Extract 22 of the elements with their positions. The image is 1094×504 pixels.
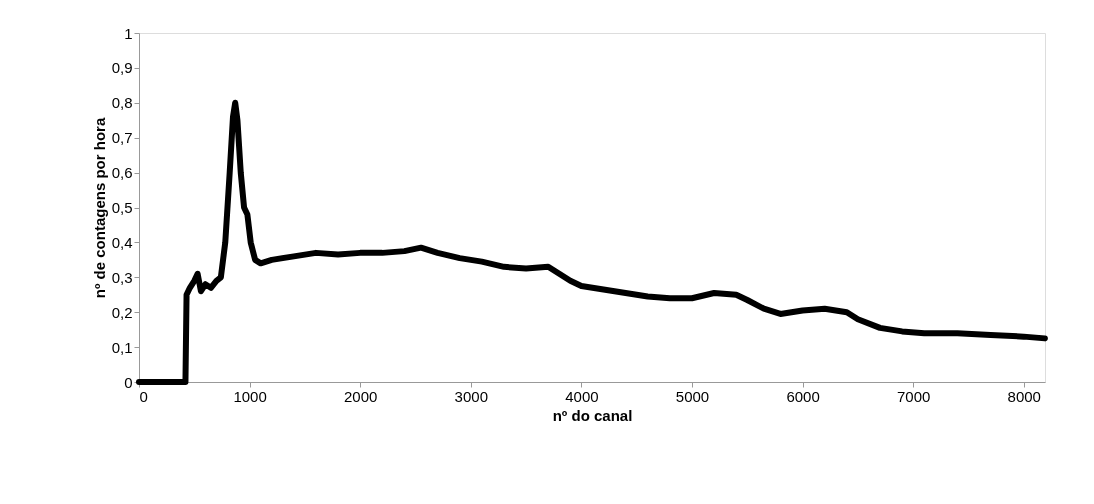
y-tick-label: 0,5	[111, 199, 133, 216]
y-tick-label: 1	[124, 24, 133, 42]
y-tick-label: 0,7	[111, 129, 133, 147]
x-tick-label: 5000	[675, 387, 710, 405]
x-axis-title: nº do canal	[552, 406, 633, 424]
x-tick-label: 8000	[1007, 387, 1041, 405]
y-axis-title: nº de contagens por hora	[90, 117, 108, 299]
x-tick-label: 2000	[344, 387, 378, 405]
y-tick-label: 0,9	[111, 59, 133, 77]
x-tick-label: 4000	[565, 387, 599, 405]
y-tick-label: 0	[124, 373, 133, 391]
x-tick-label: 0	[139, 387, 148, 405]
x-tick-label: 1000	[233, 387, 267, 405]
x-tick-label: 7000	[896, 387, 931, 405]
y-tick-label: 0,1	[111, 338, 133, 356]
x-tick-label: 6000	[786, 387, 820, 405]
y-tick-label: 0,4	[111, 233, 133, 251]
x-tick-label: 3000	[454, 387, 488, 405]
y-tick-label: 0,2	[111, 303, 133, 321]
y-tick-label: 0,6	[111, 164, 133, 182]
y-tick-label: 0,3	[111, 268, 133, 286]
y-tick-label: 0,8	[111, 94, 133, 112]
